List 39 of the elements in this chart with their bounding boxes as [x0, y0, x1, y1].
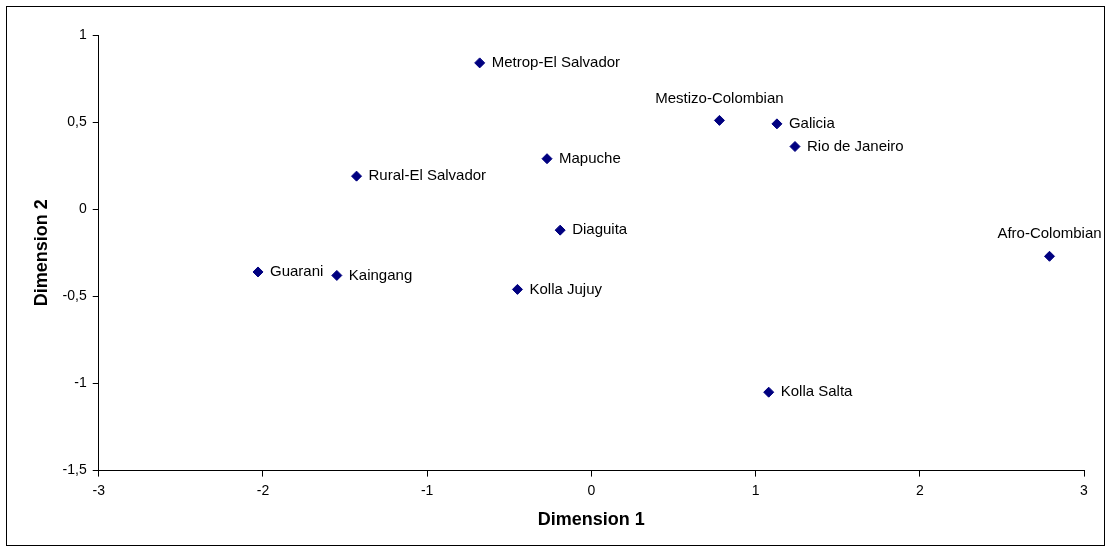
point [771, 118, 783, 130]
point [1044, 250, 1056, 262]
data-label: Rural-El Salvador [368, 166, 487, 184]
point [331, 269, 343, 281]
data-label: Rio de Janeiro [806, 136, 904, 154]
data-label: Kolla Jujuy [529, 279, 603, 297]
y-tick-label: 0,5 [67, 112, 87, 129]
point [554, 224, 566, 236]
data-label: Galicia [788, 114, 836, 131]
point [541, 153, 553, 165]
x-axis-title: Dimension 1 [537, 509, 645, 530]
y-tick-label: -0,5 [62, 287, 87, 304]
data-label: Metrop-El Salvador [491, 53, 621, 71]
point [713, 114, 725, 126]
x-tick-label: 0 [587, 481, 596, 498]
point [763, 386, 775, 398]
x-tick-label: -3 [92, 481, 106, 498]
x-tick-label: 2 [915, 481, 924, 498]
data-label: Diaguita [572, 220, 628, 238]
point [789, 141, 801, 153]
data-label: Mestizo-Colombian [655, 88, 784, 106]
y-axis-title: Dimension 2 [30, 199, 51, 307]
data-label: Mapuche [559, 148, 621, 166]
point [351, 170, 363, 182]
y-tick-label: -1 [74, 374, 87, 391]
y-tick-label: 0 [78, 200, 87, 217]
point [511, 283, 523, 295]
data-label: Guarani [270, 262, 324, 280]
data-label: Kaingang [348, 265, 413, 283]
data-label: Afro-Colombian [997, 224, 1102, 242]
x-tick-label: -2 [256, 481, 270, 498]
point [252, 266, 264, 278]
x-tick-label: 3 [1080, 481, 1089, 498]
data-label: Kolla Salta [780, 382, 854, 400]
point [474, 57, 486, 69]
y-tick-label: 1 [78, 25, 87, 42]
x-tick-label: 1 [751, 481, 760, 498]
y-tick-label: -1,5 [62, 461, 87, 478]
x-tick-label: -1 [420, 481, 434, 498]
